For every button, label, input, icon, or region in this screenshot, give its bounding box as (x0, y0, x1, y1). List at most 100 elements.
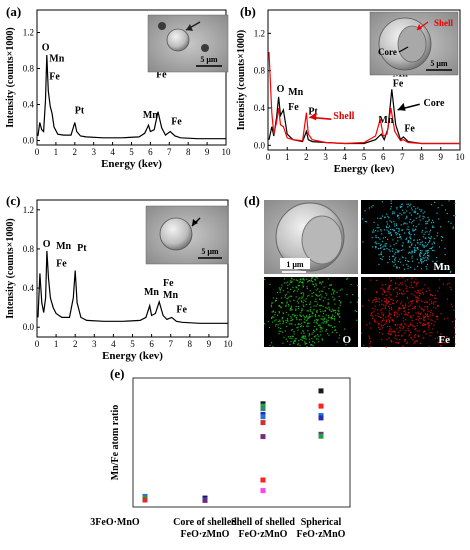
map-speckle (306, 278, 308, 280)
map-speckle (317, 295, 319, 297)
map-speckle (412, 250, 414, 252)
map-speckle (377, 224, 379, 226)
map-speckle (423, 233, 425, 235)
map-speckle (397, 260, 399, 263)
map-speckle (316, 303, 319, 305)
map-speckle (387, 227, 389, 229)
map-speckle (454, 318, 456, 320)
y-axis-label-e: Mn/Fe atom ratio (110, 405, 121, 481)
map-speckle (326, 321, 328, 323)
map-speckle (416, 330, 418, 332)
map-speckle (433, 250, 435, 252)
map-speckle (416, 322, 418, 324)
map-speckle (390, 280, 392, 282)
map-speckle (323, 317, 326, 320)
map-speckle (390, 234, 392, 236)
map-speckle (315, 298, 317, 300)
y-tick-label-b: 0.4 (254, 103, 266, 113)
map-speckle (390, 331, 392, 333)
map-speckle (334, 290, 336, 292)
map-speckle (327, 333, 329, 335)
map-speckle (400, 224, 402, 226)
y-tick-label-a: 0.4 (23, 100, 35, 110)
map-speckle (388, 225, 391, 227)
map-speckle (419, 313, 421, 315)
map-speckle (422, 291, 424, 294)
map-speckle (369, 322, 371, 324)
map-speckle (314, 325, 316, 328)
map-speckle (319, 315, 321, 317)
map-speckle (426, 268, 428, 270)
map-speckle (380, 253, 382, 255)
map-speckle (334, 298, 336, 300)
sem-hole-a1 (158, 22, 166, 30)
map-speckle (421, 241, 423, 243)
map-speckle (433, 238, 435, 240)
map-speckle (406, 223, 408, 225)
map-speckle (403, 223, 405, 225)
map-speckle (339, 334, 341, 336)
map-speckle (323, 286, 325, 288)
map-speckle (404, 339, 406, 341)
map-speckle (392, 248, 394, 250)
map-speckle (393, 331, 396, 333)
map-speckle (276, 292, 278, 294)
map-speckle (388, 291, 390, 293)
map-speckle (395, 223, 397, 225)
map-speckle (270, 304, 272, 306)
map-speckle (423, 293, 425, 295)
map-speckle (290, 323, 292, 325)
map-speckle (306, 323, 309, 325)
map-speckle (287, 336, 289, 338)
map-speckle (434, 262, 436, 264)
map-speckle (302, 302, 304, 304)
map-speckle (317, 338, 319, 340)
map-speckle (277, 314, 279, 316)
map-speckle (401, 324, 403, 326)
map-speckle (398, 284, 400, 286)
map-speckle (389, 288, 391, 290)
map-speckle (297, 343, 299, 345)
map-speckle (299, 324, 301, 326)
map-speckle (417, 311, 419, 313)
map-speckle (306, 345, 308, 348)
map-speckle (388, 302, 390, 304)
map-speckle (386, 229, 388, 231)
peak-label-b: Fe (404, 123, 415, 134)
map-speckle (430, 319, 432, 321)
map-speckle (444, 342, 446, 344)
map-speckle (424, 313, 427, 315)
map-speckle (282, 321, 284, 323)
sem-particle-a (166, 28, 190, 52)
map-speckle (368, 346, 370, 348)
map-speckle (314, 285, 316, 288)
map-speckle (315, 293, 317, 295)
map-speckle (394, 225, 396, 227)
map-speckle (405, 238, 407, 241)
map-speckle (300, 315, 302, 317)
map-speckle (333, 299, 335, 301)
map-speckle (281, 297, 283, 299)
map-speckle (444, 247, 446, 249)
map-speckle (315, 338, 318, 340)
scale-text-c: 5 μm (201, 247, 219, 256)
map-speckle (412, 228, 414, 230)
map-speckle (335, 329, 337, 331)
map-speckle (424, 306, 426, 308)
map-speckle (386, 320, 388, 323)
map-speckle (318, 335, 320, 337)
map-speckle (307, 317, 309, 319)
map-mn-dots (362, 200, 456, 273)
scatter-point (260, 406, 266, 411)
x-tick-label-a: 5 (129, 147, 134, 157)
map-speckle (278, 330, 280, 332)
map-speckle (416, 300, 418, 302)
map-speckle (403, 307, 405, 309)
map-speckle (408, 302, 410, 304)
map-speckle (396, 208, 398, 210)
map-speckle (300, 300, 302, 302)
map-speckle (431, 302, 433, 304)
peak-label-c: Pt (77, 243, 87, 254)
map-speckle (321, 338, 323, 340)
map-speckle (423, 246, 425, 248)
